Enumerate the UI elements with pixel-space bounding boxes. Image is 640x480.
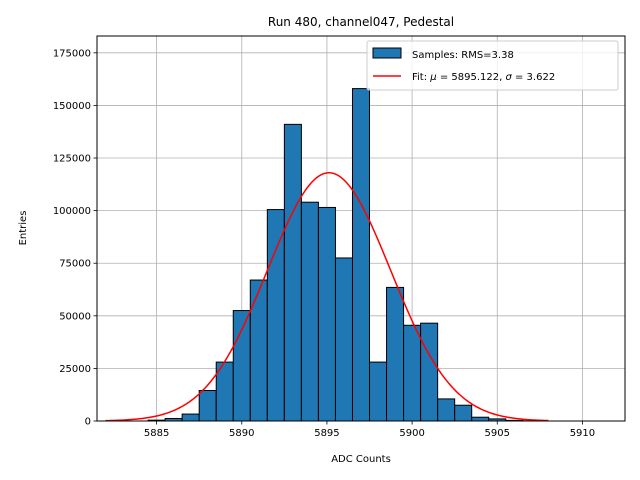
x-axis-ticks: 5885 5890 5895 5900 5905 5910 [144, 421, 595, 439]
legend-swatch-samples [372, 47, 402, 59]
fit-curve-group [105, 171, 549, 422]
histogram-bar [266, 209, 285, 422]
x-tick-label: 5910 [570, 428, 595, 439]
legend-fit-prefix: Fit: [412, 72, 430, 83]
histogram-bar [369, 361, 388, 422]
plot-frame [96, 35, 626, 422]
histogram-bars [147, 88, 541, 422]
histogram-bar [317, 206, 336, 422]
histogram-bar [249, 279, 268, 422]
y-tick-label: 175000 [53, 48, 91, 59]
histogram-bar [198, 389, 217, 422]
y-tick-label: 100000 [53, 206, 91, 217]
x-tick-label: 5900 [399, 428, 424, 439]
y-tick-label: 50000 [59, 311, 91, 322]
histogram-bar [181, 413, 200, 422]
gaussian-fit-curve [105, 171, 549, 422]
legend-fit-sigma-symbol: σ [505, 72, 512, 83]
legend-fit-sigma-value: = 3.622 [512, 72, 555, 83]
y-tick-label: 75000 [59, 259, 91, 270]
y-tick-label: 25000 [59, 364, 91, 375]
histogram-bar [351, 88, 371, 422]
y-tick-label: 125000 [53, 154, 91, 165]
histogram-bar [386, 286, 405, 422]
y-tick-label: 150000 [53, 101, 91, 112]
histogram-bar [454, 404, 473, 422]
y-tick-label: 0 [85, 417, 91, 428]
y-axis-ticks: 0 25000 50000 75000 100000 125000 150000 175000 [53, 48, 97, 428]
histogram-bar [232, 310, 251, 422]
x-tick-label: 5890 [229, 428, 254, 439]
legend-label-fit: Fit: μ = 5895.122, σ = 3.622 [412, 72, 555, 83]
histogram-bar [437, 398, 456, 422]
legend-fit-mu-symbol: μ [429, 72, 436, 83]
legend: Samples: RMS=3.38 Fit: μ = 5895.122, σ =… [366, 40, 619, 91]
histogram-bar [300, 201, 319, 422]
histogram-bar [283, 123, 302, 422]
legend-fit-mu-value: = 5895.122, [437, 72, 506, 83]
histogram-bar [420, 322, 439, 422]
histogram-bar [334, 257, 353, 422]
x-tick-label: 5905 [485, 428, 510, 439]
chart-title: Run 480, channel047, Pedestal [268, 15, 454, 29]
y-axis-label: Entries [18, 211, 29, 246]
histogram-bar [471, 416, 490, 422]
x-tick-label: 5895 [314, 428, 339, 439]
x-tick-label: 5885 [144, 428, 169, 439]
histogram-bar [403, 324, 422, 422]
x-axis-label: ADC Counts [331, 454, 391, 465]
legend-label-samples: Samples: RMS=3.38 [412, 50, 514, 61]
legend-box [366, 40, 619, 91]
